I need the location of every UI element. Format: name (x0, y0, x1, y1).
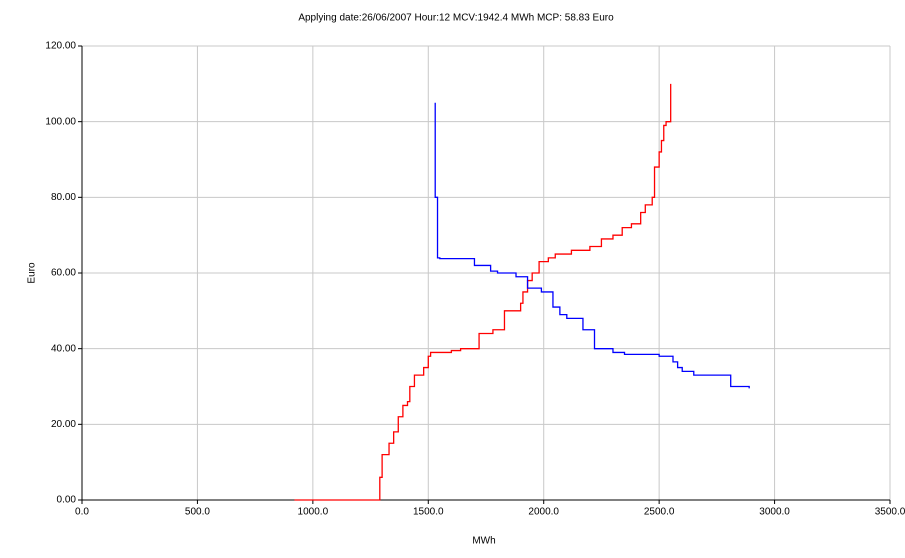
x-tick-label: 2500.0 (644, 507, 675, 518)
series-line (294, 83, 672, 501)
x-tick-label: 1500.0 (413, 507, 444, 518)
chart-title: Applying date:26/06/2007 Hour:12 MCV:194… (298, 13, 614, 24)
x-tick-label: 3000.0 (759, 507, 790, 518)
x-tick-label: 500.0 (185, 507, 210, 518)
y-tick-label: 120.00 (45, 41, 76, 52)
y-tick-label: 0.00 (57, 495, 77, 506)
x-tick-label: 2000.0 (528, 507, 559, 518)
y-tick-label: 20.00 (51, 419, 76, 430)
y-tick-label: 60.00 (51, 268, 76, 279)
y-axis-label: Euro (27, 262, 38, 284)
x-tick-label: 1000.0 (298, 507, 329, 518)
x-tick-label: 0.0 (75, 507, 89, 518)
series-line (434, 102, 750, 389)
x-axis-label: MWh (472, 536, 495, 547)
y-tick-label: 100.00 (45, 116, 76, 127)
x-tick-label: 3500.0 (875, 507, 905, 518)
y-tick-label: 40.00 (51, 343, 76, 354)
y-tick-label: 80.00 (51, 192, 76, 203)
